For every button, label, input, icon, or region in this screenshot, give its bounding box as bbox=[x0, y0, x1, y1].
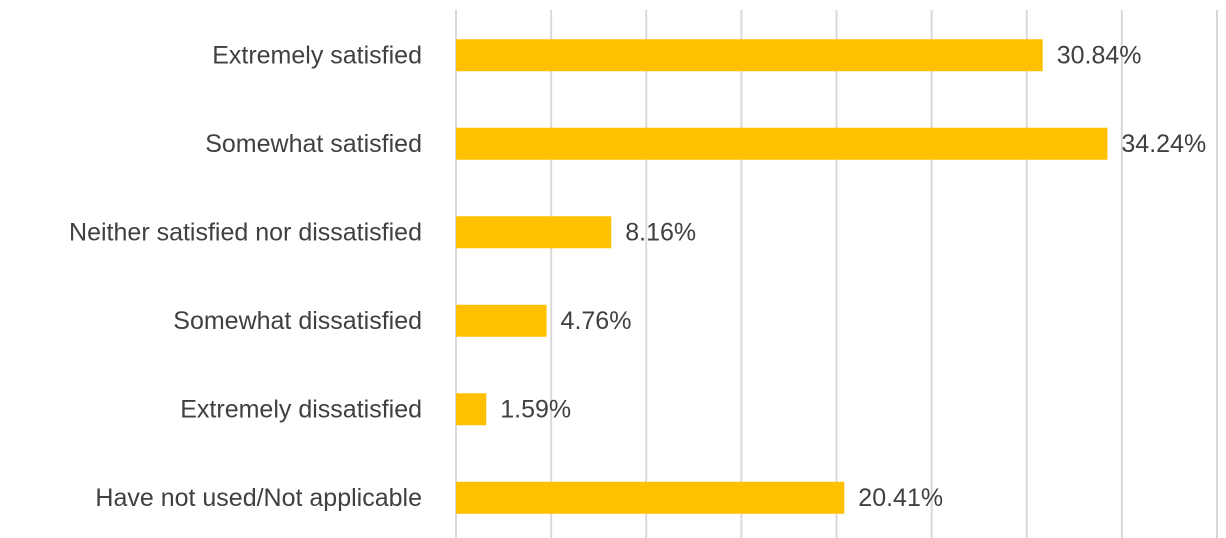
category-label: Somewhat satisfied bbox=[205, 130, 422, 158]
bar bbox=[456, 216, 612, 249]
data-label: 34.24% bbox=[1121, 130, 1206, 158]
category-label: Have not used/Not applicable bbox=[95, 484, 422, 512]
bars bbox=[456, 39, 1108, 514]
category-label: Extremely satisfied bbox=[212, 41, 422, 69]
bar bbox=[456, 393, 487, 426]
gridlines bbox=[455, 10, 1218, 538]
category-labels: Extremely satisfied Somewhat satisfied Nei… bbox=[69, 41, 422, 512]
bar bbox=[456, 127, 1108, 160]
data-label: 4.76% bbox=[561, 307, 632, 335]
category-label: Extremely dissatisfied bbox=[180, 395, 422, 423]
bar bbox=[456, 39, 1043, 72]
data-label: 8.16% bbox=[625, 218, 696, 246]
category-label: Neither satisfied nor dissatisfied bbox=[69, 218, 422, 246]
bar bbox=[456, 481, 845, 514]
category-label: Somewhat dissatisfied bbox=[173, 307, 422, 335]
bar bbox=[456, 304, 547, 337]
data-label: 30.84% bbox=[1057, 41, 1142, 69]
data-label: 20.41% bbox=[858, 484, 943, 512]
value-labels: 30.84% 34.24% 8.16% 4.76% 1.59% 20.41% bbox=[500, 41, 1206, 512]
data-label: 1.59% bbox=[500, 395, 571, 423]
